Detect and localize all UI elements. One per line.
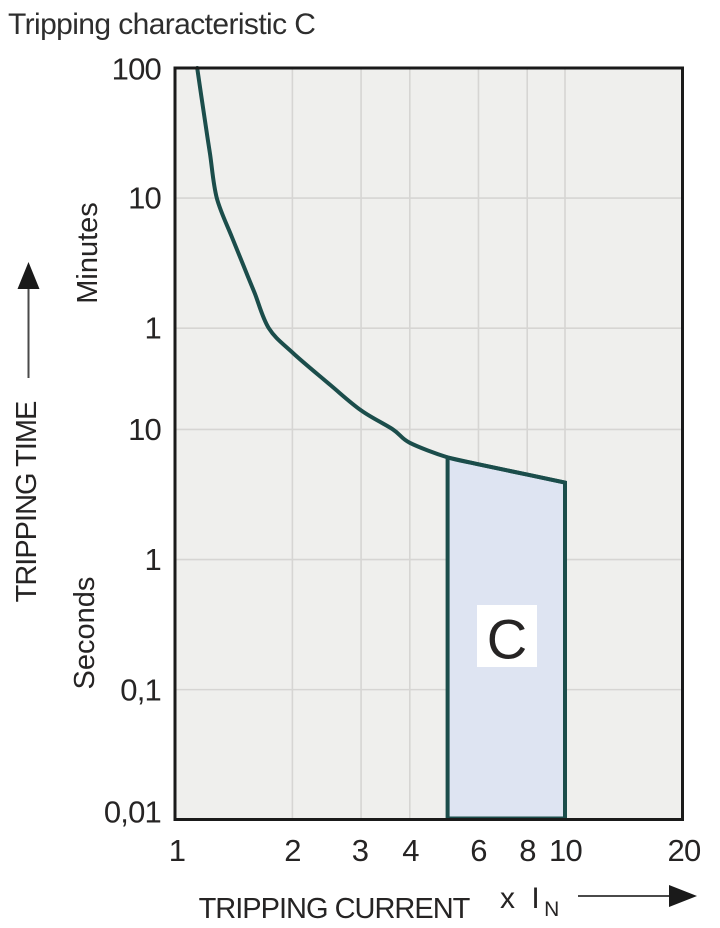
y-tick-0p01s: 0,01 xyxy=(104,795,161,830)
x-tick-2: 2 xyxy=(284,833,300,868)
x-tick-10: 10 xyxy=(549,833,582,868)
y-axis-arrow-icon xyxy=(17,262,40,378)
y-tick-100min: 100 xyxy=(112,52,162,87)
gridlines xyxy=(176,69,681,819)
x-tick-4: 4 xyxy=(402,833,419,868)
y-tick-0p1s: 0,1 xyxy=(120,673,161,708)
x-axis-unit-subscript: N xyxy=(544,898,559,921)
x-tick-20: 20 xyxy=(668,833,701,868)
x-axis-unit-label: x I N xyxy=(500,882,559,921)
region-label: C xyxy=(487,608,527,671)
plot-area xyxy=(175,68,683,820)
x-axis-arrow-icon xyxy=(578,885,697,907)
x-tick-6: 6 xyxy=(470,833,486,868)
y-axis-title: TRIPPING TIME xyxy=(11,401,43,602)
y-axis-lower-unit-label: Seconds xyxy=(69,577,101,690)
chart-title: Tripping characteristic C xyxy=(8,8,315,41)
y-tick-10s: 10 xyxy=(128,412,161,447)
x-axis-unit-prefix: x I xyxy=(500,882,540,915)
x-tick-8: 8 xyxy=(519,833,535,868)
y-tick-1min: 1 xyxy=(145,311,161,346)
y-tick-10min: 10 xyxy=(128,181,161,216)
x-tick-1: 1 xyxy=(169,833,185,868)
plot-frame xyxy=(173,66,684,821)
y-axis-upper-unit-label: Minutes xyxy=(72,202,104,304)
region-label-box xyxy=(477,605,537,667)
x-tick-3: 3 xyxy=(352,833,368,868)
y-tick-1s: 1 xyxy=(145,542,161,577)
x-axis-title: TRIPPING CURRENT xyxy=(199,893,471,925)
tripping-curve xyxy=(195,66,567,485)
